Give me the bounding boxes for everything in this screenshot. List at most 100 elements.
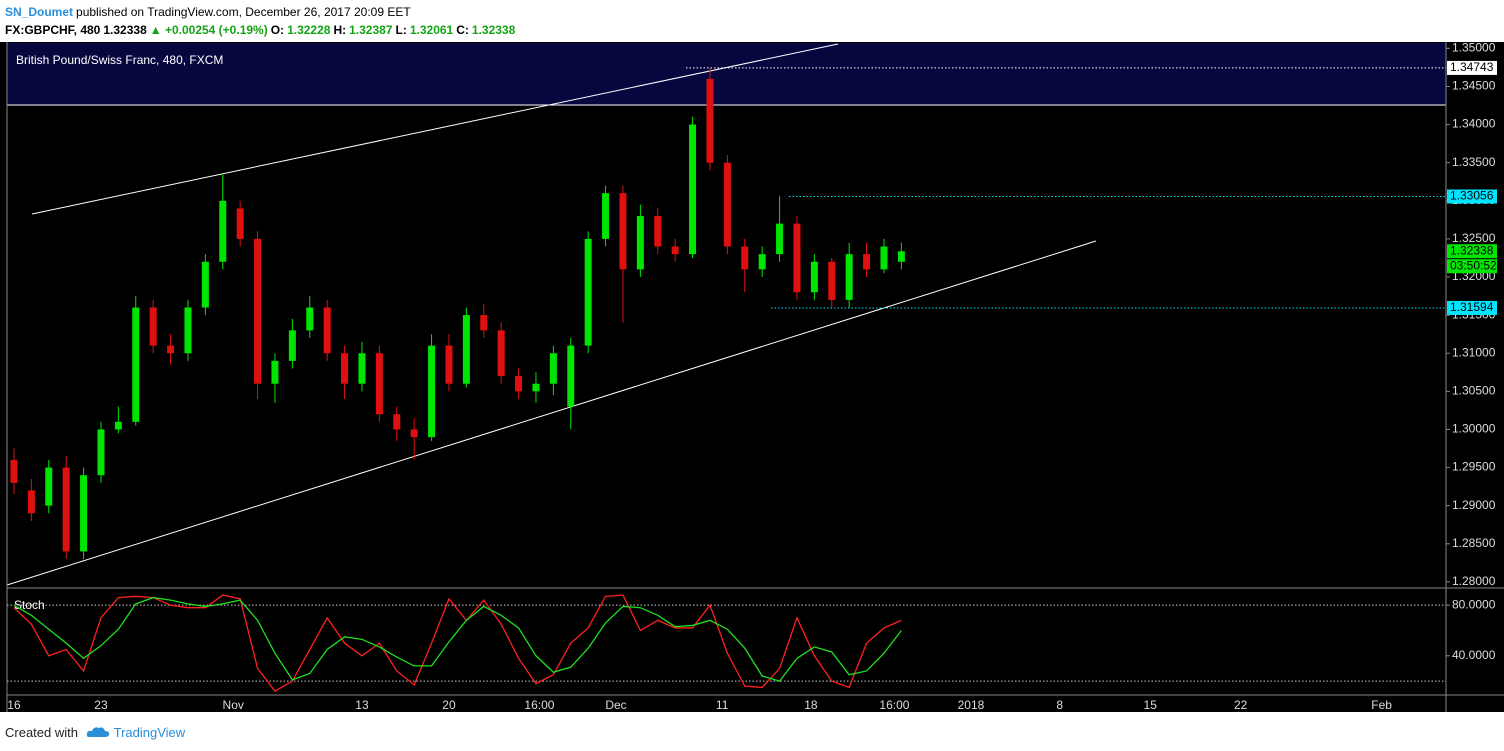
- x-tick-label: 11: [716, 698, 729, 712]
- candle-body: [323, 307, 331, 354]
- y-tick-label: 40.0000: [1452, 648, 1496, 662]
- x-tick-label: 8: [1056, 698, 1063, 712]
- candle-body: [341, 353, 349, 384]
- x-tick-label: 16:00: [524, 698, 554, 712]
- candle-body: [636, 216, 644, 270]
- y-tick-label: 1.29500: [1452, 460, 1496, 474]
- candle-body: [184, 307, 192, 354]
- candle-body: [375, 353, 383, 415]
- brand[interactable]: TradingView: [113, 725, 186, 740]
- countdown: 03:50:52: [1450, 258, 1497, 272]
- x-tick-label: 22: [1234, 698, 1248, 712]
- candle-body: [167, 345, 175, 354]
- l: 1.32061: [409, 23, 454, 37]
- candle-body: [776, 223, 784, 255]
- candle-body: [219, 200, 227, 262]
- candle-body: [288, 330, 296, 361]
- candle-body: [410, 429, 418, 438]
- c-label: C:: [456, 23, 469, 37]
- candle-body: [880, 246, 888, 270]
- chart: British Pound/Swiss Franc, 480, FXCM Sto…: [0, 41, 1504, 712]
- price-box: [1447, 244, 1497, 259]
- price-label: 1.34743: [1450, 60, 1494, 74]
- logo: [86, 727, 109, 737]
- y-tick-label: 80.0000: [1452, 597, 1496, 611]
- y-tick-label: 1.30500: [1452, 384, 1496, 398]
- candle-body: [793, 223, 801, 293]
- created: Created with: [5, 725, 78, 740]
- countdown-box: [1447, 259, 1497, 274]
- y-tick-label: 1.28500: [1452, 536, 1496, 550]
- candle-body: [201, 261, 209, 308]
- candle-body: [549, 353, 557, 384]
- candle-body: [132, 307, 140, 422]
- y-tick-label: 1.35000: [1452, 41, 1496, 55]
- price-box: [1447, 300, 1497, 315]
- author[interactable]: SN_Doumet: [5, 5, 74, 19]
- candle-body: [445, 345, 453, 384]
- candle-body: [863, 254, 871, 270]
- candle-body: [10, 459, 18, 483]
- candle-body: [45, 467, 53, 506]
- candle-body: [532, 383, 540, 392]
- candle-body: [584, 238, 592, 346]
- candle-body: [671, 246, 679, 255]
- trend-line: [6, 240, 1097, 586]
- candle-body: [497, 330, 505, 377]
- candle-body: [97, 429, 105, 476]
- candle-body: [689, 124, 697, 255]
- y-tick-label: 1.29000: [1452, 498, 1496, 512]
- candle-body: [810, 261, 818, 293]
- price-label: 1.32338: [1450, 243, 1494, 257]
- x-tick-label: Dec: [605, 698, 626, 712]
- candle-body: [271, 360, 279, 384]
- candle-body: [706, 78, 714, 163]
- x-tick-label: 23: [94, 698, 108, 712]
- x-tick-label: Feb: [1371, 698, 1392, 712]
- x-tick-label: 16:00: [879, 698, 909, 712]
- zone: [7, 43, 1446, 105]
- header: SN_Doumet published on TradingView.com, D…: [5, 3, 518, 39]
- candle-body: [27, 490, 35, 514]
- candle-body: [567, 345, 575, 407]
- price-box: [1447, 60, 1497, 75]
- candle-body: [80, 475, 88, 552]
- x-tick-label: 16: [7, 698, 21, 712]
- candle-body: [515, 376, 523, 392]
- candle-body: [114, 421, 122, 430]
- stoch-line: [13, 596, 902, 682]
- candle-body: [358, 353, 366, 384]
- y-tick-label: 1.30000: [1452, 422, 1496, 436]
- stoch-line: [13, 594, 902, 693]
- last: 1.32338: [103, 23, 147, 37]
- y-tick-label: 1.33500: [1452, 155, 1496, 169]
- candle-body: [602, 193, 610, 239]
- l-label: L:: [395, 23, 407, 37]
- h-label: H:: [333, 23, 347, 37]
- x-tick-label: 18: [804, 698, 818, 712]
- candle-body: [758, 254, 766, 270]
- change: ▲ +0.00254 (+0.19%): [149, 23, 268, 37]
- price-box: [1447, 189, 1497, 204]
- y-tick-label: 1.32500: [1452, 231, 1496, 245]
- candle-body: [236, 208, 244, 239]
- candle-body: [149, 307, 157, 346]
- x-tick-label: Nov: [223, 698, 244, 712]
- y-tick-label: 1.28000: [1452, 574, 1496, 588]
- candle-body: [723, 162, 731, 247]
- candle-body: [654, 216, 662, 247]
- trend-line: [31, 43, 839, 215]
- candle-body: [428, 345, 436, 438]
- candle-body: [828, 261, 836, 300]
- candle-body: [741, 246, 749, 270]
- candle-body: [897, 251, 905, 262]
- candle-body: [393, 414, 401, 430]
- o: 1.32228: [287, 23, 331, 37]
- candle-body: [306, 307, 314, 331]
- c: 1.32338: [471, 23, 516, 37]
- published: published on TradingView.com, December 2…: [76, 5, 411, 19]
- symbol: FX:GBPCHF, 480: [5, 23, 101, 37]
- x-tick-label: 20: [442, 698, 456, 712]
- background: [0, 42, 1504, 712]
